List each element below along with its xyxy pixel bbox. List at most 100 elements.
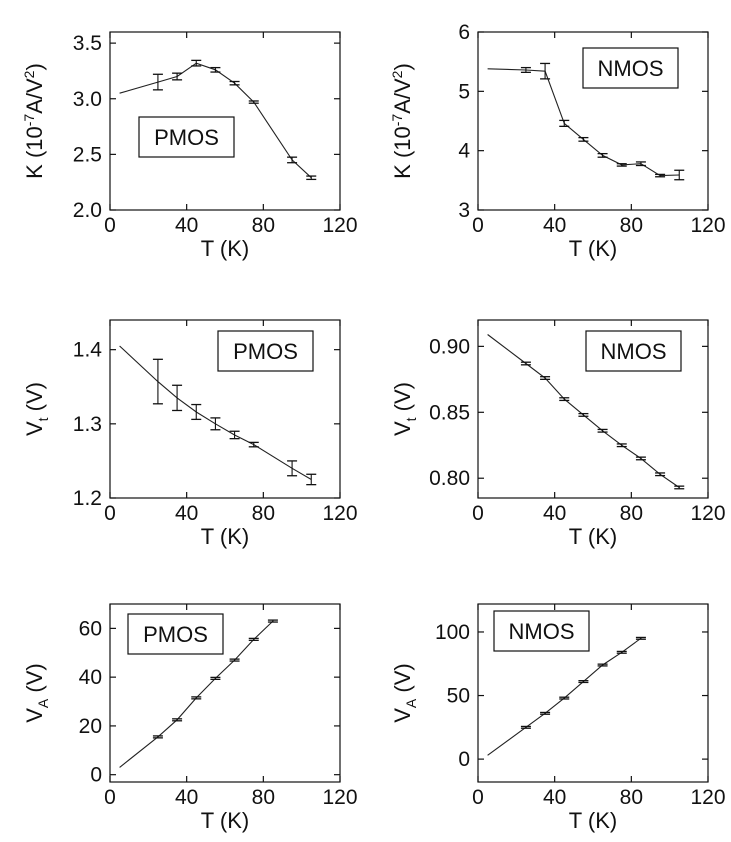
chart-1-xlabel: T (K) <box>201 236 249 261</box>
chart-1-errorbar <box>229 80 240 86</box>
chart-2-xlabel: T (K) <box>569 236 617 261</box>
chart-4-plot-frame <box>477 319 709 499</box>
chart-2-xtick-label: 80 <box>620 214 643 237</box>
chart-1-errorbar <box>172 72 183 81</box>
chart-4-ytick-label: 0.90 <box>429 335 470 358</box>
chart-4-ytick-label: 0.80 <box>429 467 470 490</box>
chart-5-legend-box <box>127 613 224 655</box>
chart-5-xtick-label: 120 <box>322 786 357 809</box>
chart-4-errorbar <box>578 412 589 417</box>
chart-1-errorbar <box>210 66 221 73</box>
chart-4-xlabel: T (K) <box>569 524 617 549</box>
chart-6-errorbar <box>616 650 627 654</box>
chart-4-errorbar <box>655 472 666 477</box>
chart-3-xlabel: T (K) <box>201 524 249 549</box>
chart-2-errorbar <box>520 66 531 73</box>
chart-5-ytick-label: 40 <box>79 666 102 689</box>
chart-2-ytick-label: 6 <box>458 21 470 44</box>
chart-3-ytick-label: 1.2 <box>73 487 102 510</box>
chart-5-legend-label: PMOS <box>143 622 208 647</box>
chart-3-errorbar <box>210 417 221 431</box>
chart-2: 0 40 80 120 3 4 5 6 T (K) K (10-7A/V2) NMOS <box>389 21 726 261</box>
chart-3-plot-frame <box>109 319 341 499</box>
chart-1-ytick-label: 2.0 <box>73 199 102 222</box>
chart-2-ytick-label: 4 <box>458 140 470 163</box>
chart-1-ytick-label: 3.5 <box>73 32 102 55</box>
chart-6-legend-label: NMOS <box>509 619 575 644</box>
chart-4-ytick-label: 0.85 <box>429 401 470 424</box>
chart-1: 0 40 80 120 2.0 2.5 3.0 3.5 T (K) K (10-7A/V2) PMO… <box>21 31 358 261</box>
chart-4-errorbar <box>559 397 570 402</box>
chart-2-ytick-label: 5 <box>458 80 470 103</box>
chart-5-errorbar <box>248 637 259 641</box>
chart-2-series-line <box>487 68 680 177</box>
chart-3-ylabel: Vt (V) <box>22 382 51 436</box>
chart-3-errorbar <box>229 430 240 440</box>
chart-5-xtick-label: 0 <box>104 786 116 809</box>
chart-2-errorbar <box>655 173 666 178</box>
chart-3: 0 40 80 120 1.2 1.3 1.4 T (K) Vt (V) PMOS <box>22 319 358 549</box>
chart-3-xtick-label: 120 <box>322 502 357 525</box>
chart-6-ytick-label: 50 <box>447 685 470 708</box>
chart-1-xtick-label: 40 <box>175 214 198 237</box>
chart-5-ytick-label: 20 <box>79 715 102 738</box>
chart-2-errorbar <box>540 62 551 80</box>
chart-5-errorbar <box>229 658 240 662</box>
chart-2-errorbar <box>616 163 627 167</box>
chart-6-ytick-label: 100 <box>435 621 470 644</box>
chart-6-series-line <box>487 637 642 756</box>
chart-6-xtick-label: 0 <box>472 786 484 809</box>
chart-5-errorbar <box>152 735 163 739</box>
chart-5: 0 40 80 120 0 20 40 60 T (K) VA (V) PMOS <box>22 603 358 833</box>
chart-1-xtick-label: 120 <box>322 214 357 237</box>
chart-2-ytick-label: 3 <box>458 199 470 222</box>
chart-3-legend-label: PMOS <box>233 339 298 364</box>
chart-3-errorbar <box>191 403 202 421</box>
chart-2-errorbar <box>559 119 570 127</box>
chart-2-xtick-label: 0 <box>472 214 484 237</box>
chart-6-errorbar <box>540 711 551 715</box>
chart-4-errorbar <box>597 428 608 433</box>
chart-1-xtick-label: 80 <box>252 214 275 237</box>
chart-3-errorbar <box>152 358 163 405</box>
chart-6-legend-box <box>493 610 590 652</box>
chart-1-errorbar <box>152 73 163 91</box>
chart-6-plot-frame <box>477 603 709 783</box>
chart-2-legend-label: NMOS <box>598 56 664 81</box>
chart-6-xlabel: T (K) <box>569 808 617 833</box>
chart-4-errorbar <box>540 376 551 380</box>
chart-4-xtick-label: 120 <box>690 502 725 525</box>
chart-4-legend-label: NMOS <box>601 339 667 364</box>
chart-6-ylabel: VA (V) <box>390 663 419 722</box>
chart-3-xtick-label: 0 <box>104 502 116 525</box>
chart-4-xtick-label: 40 <box>543 502 566 525</box>
chart-6-xtick-label: 40 <box>543 786 566 809</box>
chart-4-ylabel: Vt (V) <box>390 382 419 436</box>
chart-6: 0 40 80 120 0 50 100 T (K) VA (V) NMOS <box>390 603 726 833</box>
chart-3-xtick-label: 80 <box>252 502 275 525</box>
chart-5-xlabel: T (K) <box>201 808 249 833</box>
chart-1-errorbar <box>191 59 202 67</box>
chart-6-errorbar <box>597 663 608 667</box>
chart-5-xtick-label: 40 <box>175 786 198 809</box>
chart-6-xtick-label: 80 <box>620 786 643 809</box>
chart-3-errorbar <box>306 473 317 486</box>
chart-5-errorbar <box>210 676 221 680</box>
chart-2-errorbar <box>597 152 608 158</box>
chart-4-errorbar <box>616 443 627 448</box>
chart-3-errorbar <box>248 441 259 448</box>
chart-1-ytick-label: 3.0 <box>73 88 102 111</box>
chart-6-errorbar <box>578 680 589 684</box>
chart-6-xtick-label: 120 <box>690 786 725 809</box>
chart-5-series-line <box>119 620 274 768</box>
chart-1-plot-frame <box>109 31 341 211</box>
chart-4-series-line <box>487 334 680 488</box>
chart-6-errorbar <box>520 725 531 729</box>
chart-4-xtick-label: 0 <box>472 502 484 525</box>
chart-3-ytick-label: 1.4 <box>73 339 103 362</box>
chart-5-errorbar <box>191 696 202 700</box>
chart-1-ylabel: K (10-7A/V2) <box>21 63 47 179</box>
chart-1-errorbar <box>248 100 259 104</box>
chart-4-legend-box <box>585 330 682 372</box>
